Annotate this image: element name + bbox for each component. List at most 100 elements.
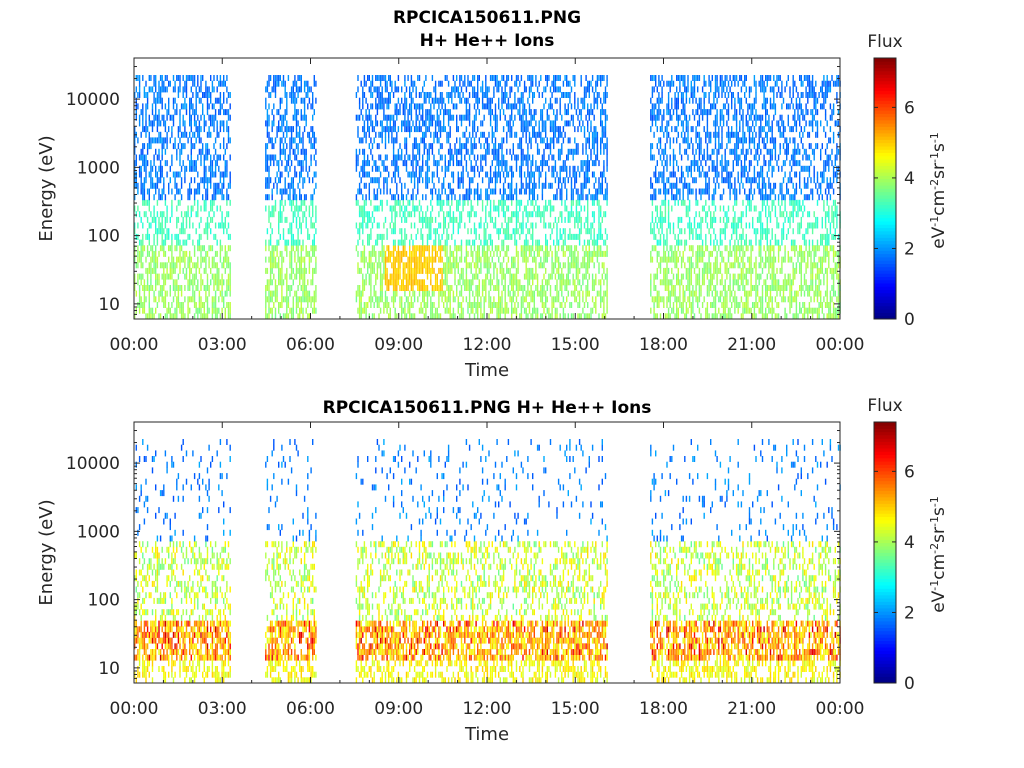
colorbar-segment xyxy=(874,77,896,82)
colorbar-segment xyxy=(874,428,896,433)
colorbar-segment xyxy=(874,149,896,154)
colorbar-segment xyxy=(874,624,896,628)
colorbar-segment xyxy=(874,493,896,498)
colorbar-segment xyxy=(874,526,896,531)
y-tick-label: 1000 xyxy=(77,158,120,178)
colorbar-segment xyxy=(874,457,896,462)
x-tick-label: 00:00 xyxy=(816,335,865,355)
colorbar-segment xyxy=(874,61,896,65)
x-tick-label: 18:00 xyxy=(639,699,688,719)
colorbar-segment xyxy=(874,666,896,671)
colorbar-segment xyxy=(874,532,896,537)
colorbar-segment xyxy=(874,477,896,482)
colorbar-segment xyxy=(874,71,896,75)
colorbar-segment xyxy=(874,650,896,655)
x-tick-label: 09:00 xyxy=(374,699,423,719)
x-tick-label: 00:00 xyxy=(110,699,159,719)
colorbar-segment xyxy=(874,126,896,131)
colorbar-tick-label: 6 xyxy=(904,462,915,482)
figure-title-line2: H+ He++ Ions xyxy=(419,31,555,51)
colorbar-segment xyxy=(874,175,896,180)
colorbar-1: 0 2 4 6 Flux eV-1cm-2sr-1s-1 xyxy=(867,32,949,330)
colorbar-segment xyxy=(874,617,896,622)
colorbar-segment xyxy=(874,136,896,140)
colorbar-title: Flux xyxy=(867,32,902,52)
x-axis-label: Time xyxy=(464,724,509,745)
colorbar-segment xyxy=(874,247,896,251)
x-tick-label: 15:00 xyxy=(551,335,600,355)
colorbar-segment xyxy=(874,510,896,514)
colorbar-segment xyxy=(874,129,896,134)
colorbar-segment xyxy=(874,513,896,518)
colorbar-segment xyxy=(874,234,896,238)
x-tick-label: 12:00 xyxy=(463,699,512,719)
colorbar-segment xyxy=(874,444,896,449)
colorbar-segment xyxy=(874,673,896,677)
colorbar-segment xyxy=(874,545,896,550)
colorbar-segment xyxy=(874,270,896,274)
colorbar-segment xyxy=(874,178,896,183)
colorbar-segment xyxy=(874,204,896,209)
colorbar-segment xyxy=(874,309,896,313)
colorbar-segment xyxy=(874,634,896,638)
colorbar-segment xyxy=(874,142,896,147)
colorbar-segment xyxy=(874,519,896,524)
colorbar-segment xyxy=(874,168,896,173)
colorbar-segment xyxy=(874,422,896,426)
colorbar-segment xyxy=(874,276,896,281)
colorbar-segment xyxy=(874,643,896,648)
colorbar-segment xyxy=(874,214,896,219)
colorbar-segment xyxy=(874,529,896,534)
y-tick-label: 10000 xyxy=(66,454,120,474)
colorbar-segment xyxy=(874,448,896,452)
colorbar-segment xyxy=(874,58,896,62)
colorbar-segment xyxy=(874,559,896,563)
colorbar-segment xyxy=(874,640,896,645)
colorbar-segment xyxy=(874,152,896,157)
x-tick-label: 15:00 xyxy=(551,699,600,719)
colorbar-segment xyxy=(874,211,896,215)
colorbar-segment xyxy=(874,647,896,651)
x-tick-label: 06:00 xyxy=(286,335,335,355)
colorbar-segment xyxy=(874,653,896,658)
colorbar-segment xyxy=(874,257,896,261)
colorbar-segment xyxy=(874,467,896,472)
colorbar-tick-label: 2 xyxy=(904,239,915,259)
colorbar-title: Flux xyxy=(867,396,902,416)
colorbar-segment xyxy=(874,64,896,69)
colorbar-segment xyxy=(874,470,896,475)
colorbar-unit-label: eV-1cm-2sr-1s-1 xyxy=(928,496,950,613)
y-axis-label: Energy (eV) xyxy=(36,135,57,241)
panel-title: RPCICA150611.PNG H+ He++ Ions xyxy=(323,398,652,418)
colorbar-segment xyxy=(874,614,896,619)
colorbar-segment xyxy=(874,637,896,641)
colorbar-segment xyxy=(874,630,896,635)
colorbar-segment xyxy=(874,283,896,287)
panel-2: 00:00 03:00 06:00 09:00 12:00 15:00 18:00 21:00… xyxy=(36,396,949,745)
colorbar-segment xyxy=(874,431,896,436)
colorbar-segment xyxy=(874,296,896,300)
colorbar-segment xyxy=(874,607,896,612)
colorbar-segment xyxy=(874,80,896,85)
colorbar-segment xyxy=(874,627,896,632)
colorbar-frame xyxy=(873,421,897,684)
colorbar-segment xyxy=(874,441,896,446)
colorbar-segment xyxy=(874,67,896,72)
colorbar-segment xyxy=(874,201,896,206)
colorbar-segment xyxy=(874,263,896,268)
colorbar-segment xyxy=(874,588,896,593)
colorbar-segment xyxy=(874,581,896,586)
colorbar-segment xyxy=(874,253,896,258)
colorbar-segment xyxy=(874,454,896,459)
colorbar-segment xyxy=(874,464,896,469)
colorbar-segment xyxy=(874,679,896,684)
colorbar-tick-label: 4 xyxy=(904,169,915,189)
colorbar-segment xyxy=(874,497,896,501)
colorbar-segment xyxy=(874,490,896,495)
colorbar-segment xyxy=(874,230,896,235)
colorbar-tick-label: 0 xyxy=(904,674,915,694)
colorbar-segment xyxy=(874,273,896,277)
colorbar-segment xyxy=(874,676,896,681)
colorbar-segment xyxy=(874,474,896,478)
